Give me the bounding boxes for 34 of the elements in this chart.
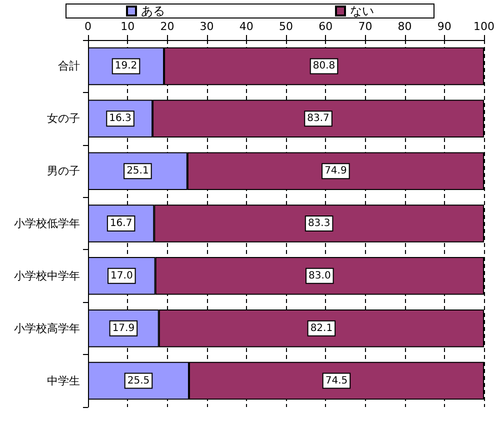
text: 16.3 — [109, 113, 132, 124]
text: 82.1 — [310, 322, 333, 334]
text: 25.1 — [126, 166, 149, 177]
x-tick-label: 80 — [398, 20, 412, 33]
x-tick-label: 50 — [279, 20, 293, 33]
y-tick-label: 小学校高学年 — [14, 322, 80, 335]
y-tick-label: 小学校中学年 — [14, 269, 80, 282]
x-tick-label: 0 — [84, 20, 92, 33]
x-tick-label: 10 — [120, 20, 135, 33]
text: 25.5 — [127, 375, 150, 386]
y-tick-label: 合計 — [58, 60, 80, 73]
text: 17.9 — [112, 322, 135, 334]
y-tick-label: 小学校低学年 — [14, 217, 80, 230]
y-tick-label: 男の子 — [47, 164, 80, 178]
x-tick-label: 70 — [358, 20, 372, 33]
x-tick-label: 90 — [437, 20, 452, 33]
legend-label: ある — [141, 4, 165, 18]
text: 19.2 — [114, 60, 138, 72]
text: 16.7 — [110, 218, 132, 229]
x-tick-label: 30 — [200, 20, 214, 33]
x-tick-label: 60 — [318, 20, 333, 33]
text: 74.5 — [325, 375, 348, 386]
x-tick-label: 40 — [239, 20, 254, 33]
text: 80.8 — [312, 60, 336, 72]
legend-label: ない — [350, 4, 374, 18]
text: 83.3 — [308, 218, 330, 229]
text: 74.9 — [324, 166, 347, 177]
text: 83.7 — [307, 113, 330, 124]
text: 17.0 — [110, 270, 133, 282]
y-tick-label: 女の子 — [47, 112, 80, 126]
x-tick-label: 100 — [474, 20, 494, 33]
y-tick-label: 中学生 — [47, 374, 80, 388]
text: 83.0 — [308, 270, 331, 282]
x-tick-label: 20 — [160, 20, 174, 33]
